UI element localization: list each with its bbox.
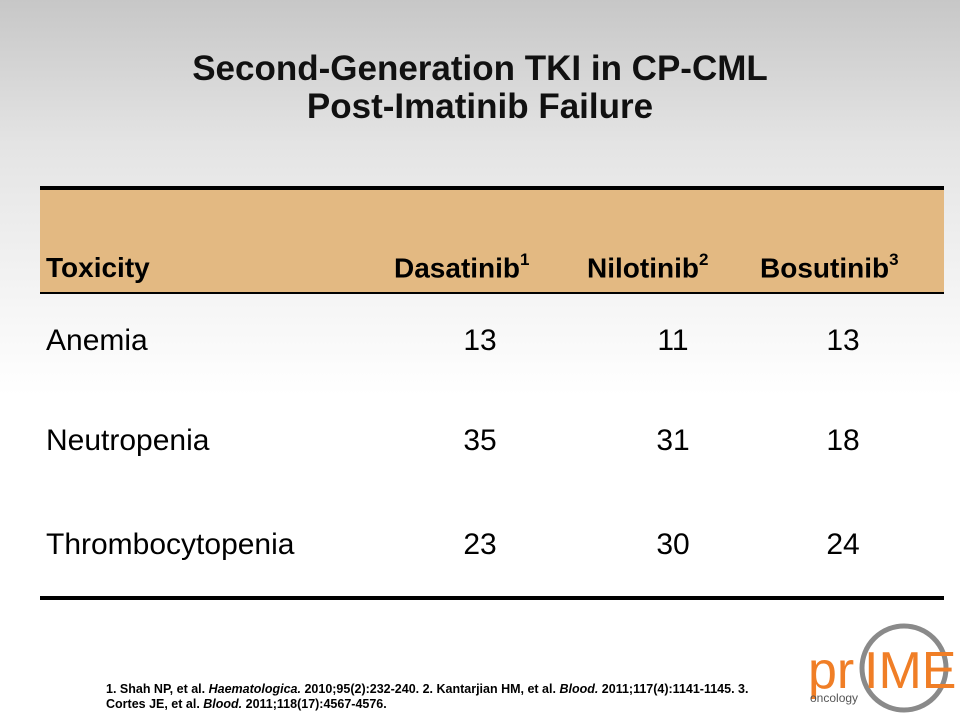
logo-ime-text: IME [864, 642, 956, 700]
row-label: Neutropenia [46, 424, 210, 457]
ref-journal-1: Haematologica. [208, 682, 301, 696]
ref-text-1: 1. Shah NP, et al. [106, 682, 209, 696]
table-row-thrombocytopenia: Thrombocytopenia 23 30 24 [40, 502, 944, 606]
cell-bosutinib: 18 [826, 424, 860, 457]
logo-oncology-text: oncology [810, 691, 858, 705]
row-label: Anemia [46, 324, 148, 357]
cell-dasatinib: 23 [463, 528, 497, 561]
header-dasatinib: Dasatinib1 [394, 249, 530, 284]
cell-dasatinib: 13 [463, 324, 497, 357]
cell-bosutinib: 24 [826, 528, 860, 561]
header-bosutinib: Bosutinib3 [760, 249, 899, 284]
logo-pr-text: pr [808, 642, 854, 700]
table-row-neutropenia: Neutropenia 35 31 18 [40, 398, 944, 502]
ref-journal-2: Blood. [559, 682, 599, 696]
logo-ring [859, 623, 949, 713]
prime-oncology-logo: pr IME oncology [808, 623, 956, 713]
toxicity-table: Toxicity Dasatinib1 Nilotinib2 Bosutinib… [40, 186, 944, 606]
title-line-1: Second-Generation TKI in CP-CML [192, 49, 768, 88]
ref-text-3: 2011;117(4):1141-1145. 3. Cortes JE, et … [106, 682, 749, 711]
row-label: Thrombocytopenia [46, 528, 295, 561]
cell-dasatinib: 35 [463, 424, 497, 457]
cell-bosutinib: 13 [826, 324, 860, 357]
table-bottom-rule [40, 596, 944, 600]
header-nilotinib-sup: 2 [698, 249, 709, 269]
ref-text-4: 2011;118(17):4567-4576. [242, 697, 387, 711]
title-line-2: Post-Imatinib Failure [306, 87, 654, 126]
header-bosutinib-sup: 3 [889, 249, 899, 269]
header-nilotinib-label: Nilotinib [587, 252, 699, 283]
slide-title: Second-Generation TKI in CP-CML Post-Ima… [0, 50, 960, 126]
table-top-rule [40, 186, 944, 190]
cell-nilotinib: 11 [657, 324, 689, 357]
cell-nilotinib: 30 [656, 528, 690, 561]
header-nilotinib: Nilotinib2 [587, 249, 709, 284]
header-toxicity-label: Toxicity [46, 252, 150, 283]
header-dasatinib-label: Dasatinib [394, 252, 521, 283]
header-toxicity: Toxicity [46, 252, 150, 284]
cell-nilotinib: 31 [656, 424, 690, 457]
header-bosutinib-label: Bosutinib [760, 252, 890, 283]
ref-journal-3: Blood. [203, 697, 243, 711]
header-dasatinib-sup: 1 [520, 249, 530, 269]
table-row-anemia: Anemia 13 11 13 [40, 294, 944, 398]
references-footnote: 1. Shah NP, et al. Haematologica. 2010;9… [106, 682, 786, 712]
ref-text-2: 2010;95(2):232-240. 2. Kantarjian HM, et… [300, 682, 560, 696]
table-header-row: Toxicity Dasatinib1 Nilotinib2 Bosutinib… [40, 190, 944, 294]
